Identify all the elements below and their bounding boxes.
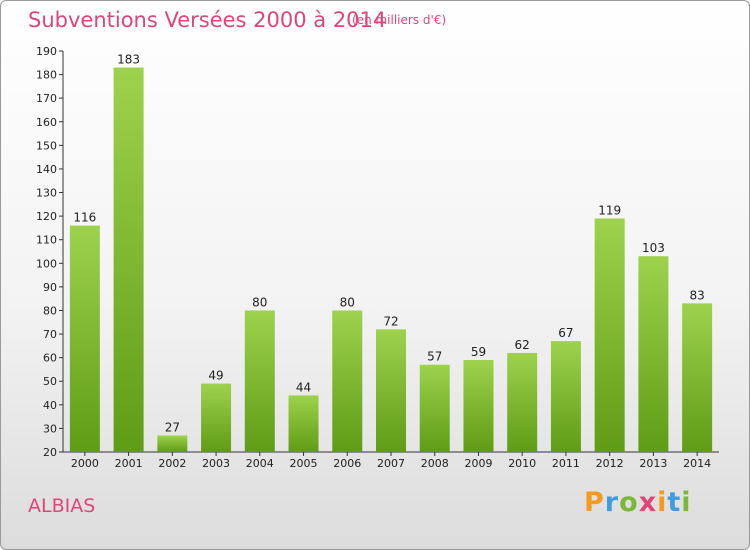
bar [376, 329, 406, 452]
x-tick-label: 2008 [421, 457, 449, 470]
x-tick-label: 2012 [596, 457, 624, 470]
y-tick-label: 30 [43, 422, 57, 435]
x-tick-label: 2013 [639, 457, 667, 470]
logo-letter: P [584, 487, 605, 518]
y-tick-label: 90 [43, 281, 57, 294]
bar [201, 383, 232, 452]
y-tick-label: 170 [36, 92, 57, 105]
bar [113, 67, 144, 452]
logo-letter: i [657, 487, 668, 518]
place-name: ALBIAS [28, 495, 96, 517]
data-label: 72 [383, 314, 398, 328]
x-tick-label: 2011 [552, 457, 580, 470]
bar [244, 310, 275, 452]
x-tick-label: 2000 [71, 457, 99, 470]
data-label: 59 [471, 345, 486, 359]
y-tick-label: 70 [43, 328, 57, 341]
y-tick-label: 130 [36, 187, 57, 200]
y-tick-label: 150 [36, 139, 57, 152]
proxiti-logo: Proxiti [584, 487, 692, 518]
logo-letter: t [667, 487, 682, 518]
y-tick-label: 180 [36, 69, 57, 82]
logo-letter: o [619, 487, 639, 518]
data-label: 62 [515, 338, 530, 352]
x-tick-label: 2006 [333, 457, 361, 470]
x-tick-label: 2009 [464, 457, 492, 470]
x-tick-label: 2001 [115, 457, 143, 470]
x-tick-label: 2003 [202, 457, 230, 470]
bar [69, 225, 100, 452]
x-tick-label: 2002 [158, 457, 186, 470]
x-tick-label: 2005 [290, 457, 318, 470]
y-tick-label: 50 [43, 375, 57, 388]
data-label: 49 [208, 369, 223, 383]
y-tick-label: 140 [36, 163, 57, 176]
chart-subtitle: (en milliers d'€) [352, 13, 447, 27]
bar [463, 360, 494, 452]
data-label: 119 [598, 203, 621, 217]
logo-letter: i [681, 487, 692, 518]
x-tick-label: 2014 [683, 457, 711, 470]
bar [419, 364, 450, 452]
x-tick-label: 2004 [246, 457, 274, 470]
logo-letter: r [604, 487, 620, 518]
bar [157, 435, 188, 452]
bar [550, 341, 581, 452]
y-tick-label: 20 [43, 446, 57, 459]
x-tick-label: 2007 [377, 457, 405, 470]
bar [288, 395, 319, 452]
data-label: 183 [117, 53, 140, 67]
y-tick-label: 60 [43, 352, 57, 365]
bar [507, 352, 538, 452]
x-tick-label: 2010 [508, 457, 536, 470]
logo-letter: x [638, 487, 658, 518]
data-label: 27 [165, 420, 180, 434]
chart-title: Subventions Versées 2000 à 2014 [28, 8, 387, 32]
y-tick-label: 120 [36, 210, 57, 223]
data-label: 44 [296, 380, 311, 394]
y-tick-label: 40 [43, 399, 57, 412]
data-label: 67 [558, 326, 573, 340]
y-tick-label: 80 [43, 304, 57, 317]
data-label: 80 [252, 295, 267, 309]
y-tick-label: 160 [36, 116, 57, 129]
y-tick-label: 110 [36, 234, 57, 247]
data-label: 83 [689, 288, 704, 302]
data-label: 80 [340, 295, 355, 309]
bar [638, 256, 669, 452]
bar [682, 303, 713, 452]
data-label: 103 [642, 241, 665, 255]
bar [332, 310, 363, 452]
data-label: 57 [427, 350, 442, 364]
bar [594, 218, 625, 452]
y-tick-label: 100 [36, 257, 57, 270]
y-tick-label: 190 [36, 45, 57, 58]
data-label: 116 [73, 211, 96, 225]
